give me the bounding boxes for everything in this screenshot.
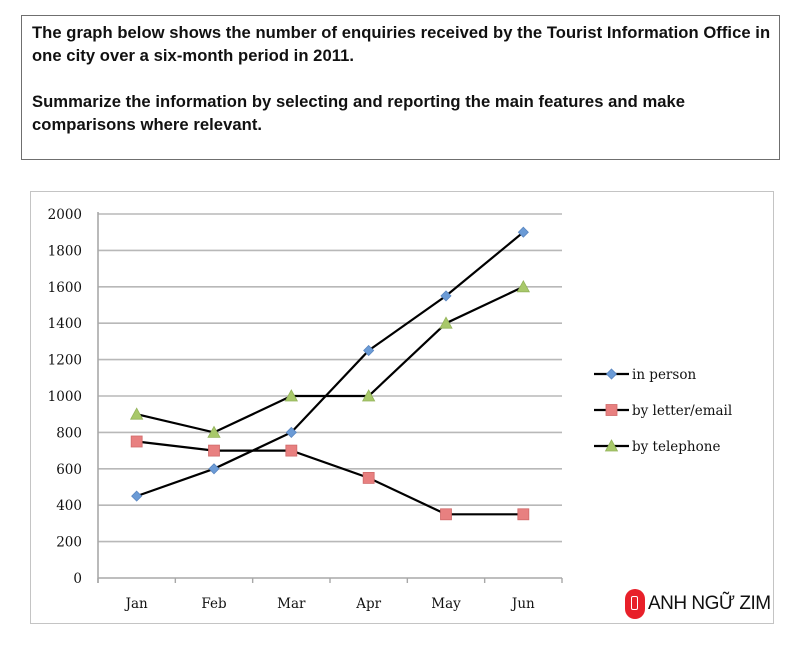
y-tick-label: 1200 (48, 353, 82, 369)
legend-marker-icon (605, 404, 618, 416)
data-point-marker (285, 426, 297, 438)
legend-item: by telephone (594, 439, 720, 455)
x-tick-label: Mar (277, 596, 306, 612)
y-axis: 0 200 400 600 800 1000 1200 1400 1600 1800 2000 (48, 207, 99, 587)
data-point-marker (363, 344, 375, 357)
data-point-marker (207, 425, 221, 438)
data-point-marker (285, 444, 298, 457)
x-tick-label: Jun (510, 596, 535, 612)
series-line (136, 440, 524, 516)
series-lines (129, 226, 531, 521)
chart-frame (30, 191, 774, 624)
legend: in person by letter/email by telephone (594, 367, 732, 455)
prompt-paragraph-description: The graph below shows the number of enqu… (32, 23, 771, 65)
x-tick-label: May (431, 596, 461, 612)
data-point-marker (517, 226, 529, 238)
gridlines (98, 213, 562, 543)
series-line (136, 285, 524, 434)
legend-marker-icon (605, 368, 618, 380)
legend-label: by telephone (632, 439, 720, 455)
data-point-marker (208, 444, 220, 457)
data-point-marker (517, 508, 530, 521)
data-point-marker (284, 389, 299, 402)
data-point-marker (440, 508, 452, 521)
series-line (136, 231, 525, 498)
y-tick-label: 2000 (48, 207, 82, 223)
brand-name: ANH NGỮ ZIM (648, 593, 771, 614)
data-point-marker (131, 490, 143, 502)
y-tick-label: 1600 (48, 280, 82, 296)
y-tick-label: 0 (73, 571, 82, 587)
data-point-marker (130, 435, 143, 448)
y-tick-label: 400 (56, 498, 82, 514)
y-tick-label: 1400 (48, 316, 82, 332)
data-point-marker (439, 316, 453, 329)
legend-item: in person (594, 367, 696, 383)
data-point-marker (208, 463, 220, 475)
x-axis: Jan Feb Mar Apr May Jun (97, 577, 563, 612)
data-point-marker (361, 389, 376, 402)
task-prompt-box: The graph below shows the number of enqu… (21, 15, 780, 160)
phone-logo-icon (625, 589, 645, 619)
data-point-marker (362, 471, 375, 484)
x-tick-label: Apr (355, 596, 381, 612)
x-tick-label: Feb (201, 596, 226, 612)
x-tick-label: Jan (124, 596, 148, 612)
legend-label: in person (632, 367, 696, 383)
y-tick-label: 200 (56, 535, 82, 551)
brand-logo: ANH NGỮ ZIM (625, 589, 771, 619)
data-point-marker (440, 290, 452, 302)
legend-label: by letter/email (632, 403, 732, 419)
data-point-marker (129, 407, 144, 420)
y-tick-label: 1800 (48, 243, 82, 259)
y-tick-label: 600 (56, 462, 82, 478)
legend-marker-icon (604, 439, 619, 452)
prompt-paragraph-instruction: Summarize the information by selecting a… (32, 92, 686, 134)
series-in-person (131, 226, 529, 502)
y-tick-label: 1000 (48, 389, 82, 405)
y-tick-label: 800 (56, 425, 82, 441)
series-by-telephone (129, 279, 531, 438)
data-point-marker (516, 279, 531, 293)
legend-item: by letter/email (594, 403, 732, 419)
series-by-letter-email (130, 435, 530, 521)
